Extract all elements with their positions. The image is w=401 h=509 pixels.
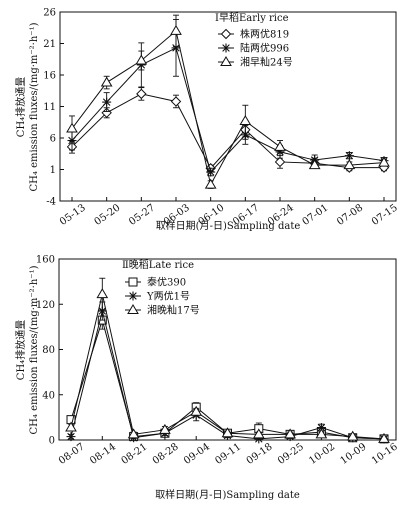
x-tick-label: 05-20 [93,202,123,228]
data-point [239,115,252,125]
y-axis-title-en: CH₄ emission fluxes/(mg·m⁻²·h⁻¹) [29,22,40,191]
series-line [70,318,385,440]
y-tick-label: 120 [36,300,55,311]
y-tick-label: 40 [42,390,55,401]
y-tick-label: 26 [43,8,56,19]
data-point [346,430,359,441]
x-tick-label: 05-27 [127,202,157,228]
data-point [378,156,390,167]
data-point [170,24,182,35]
legend-marker [221,43,231,53]
x-tick-label: 08-28 [151,441,181,467]
legend-marker [128,277,138,287]
panel-title: Ⅰ早稻Early rice [215,12,289,24]
data-point [66,432,76,442]
legend-marker [220,28,232,40]
data-point [127,428,140,439]
data-point [136,88,147,100]
data-point [221,427,234,438]
x-axis-title: 取样日期(月-日)Sampling date [156,219,301,232]
data-point [96,288,109,299]
y-axis-title-cn: CH₄排放通量 [14,320,27,380]
x-tick-label: 07-15 [370,202,400,228]
y-tick-label: 16 [43,71,56,82]
panel-title: Ⅱ晚稻Late rice [122,259,194,271]
data-point [308,159,321,170]
legend-marker [127,304,139,314]
x-tick-label: 08-21 [119,441,149,467]
data-point [284,428,296,439]
legend-label: 湘早籼24号 [240,56,293,69]
data-point-stroke [172,44,180,52]
data-point [252,428,265,439]
legend-marker-stroke [222,44,230,52]
data-point [135,54,148,65]
x-tick-label: 08-07 [57,441,87,467]
data-point [159,423,171,434]
x-tick-label: 07-01 [301,202,331,228]
x-tick-label: 10-09 [339,441,369,467]
data-point [66,122,78,133]
data-point [102,97,112,107]
x-tick-label: 09-25 [276,441,306,467]
data-point [274,140,286,151]
y-tick-label: 80 [42,345,55,356]
legend-label: 泰优390 [147,276,186,289]
data-point [100,76,113,87]
y-tick-label: 160 [36,255,55,266]
plot-frame [58,258,397,441]
y-tick-label: 0 [49,436,55,447]
y-tick-label: 1 [50,165,56,176]
data-point-stroke [98,307,107,315]
x-tick-label: 10-02 [307,441,337,467]
data-point [170,96,182,107]
data-point [344,151,354,161]
data-point-stroke [67,432,75,441]
y-tick-label: 11 [43,102,56,113]
plot-frame [59,11,397,202]
data-point-stroke [317,423,326,432]
x-tick-label: 10-16 [370,441,400,467]
y-tick-label: 6 [50,134,56,145]
x-tick-label: 09-18 [245,441,275,467]
y-axis-title-en: CH₄ emission fluxes/(mg·m⁻²·h⁻¹) [29,265,40,434]
data-point [343,159,356,170]
legend-marker-stroke [129,292,137,300]
legend-marker [128,291,138,301]
data-point [65,421,77,432]
x-tick-label: 09-11 [213,441,243,467]
y-axis-title-cn: CH₄排放通量 [14,77,27,137]
legend-marker [220,56,232,66]
y-tick-label: 21 [43,39,56,50]
data-point [274,156,286,168]
series-line [70,293,385,440]
data-point [315,428,328,439]
legend-label: Y两优1号 [146,290,190,303]
data-point-stroke [345,151,354,160]
legend-label: 株两优819 [240,28,289,41]
x-tick-label: 07-08 [335,202,365,228]
x-tick-label: 08-14 [88,441,118,467]
data-point [378,432,390,443]
data-point [204,178,217,189]
series-line [71,29,385,187]
data-point-stroke [102,98,111,106]
legend-label: 湘晚籼17号 [147,304,200,317]
x-axis-title: 取样日期(月-日)Sampling date [155,488,300,501]
y-tick-label: -4 [46,197,56,208]
legend-label: 陆两优996 [240,42,289,55]
data-point [190,405,203,416]
x-tick-label: 09-04 [182,441,212,467]
x-tick-label: 05-13 [58,202,88,228]
series-line [70,310,385,440]
